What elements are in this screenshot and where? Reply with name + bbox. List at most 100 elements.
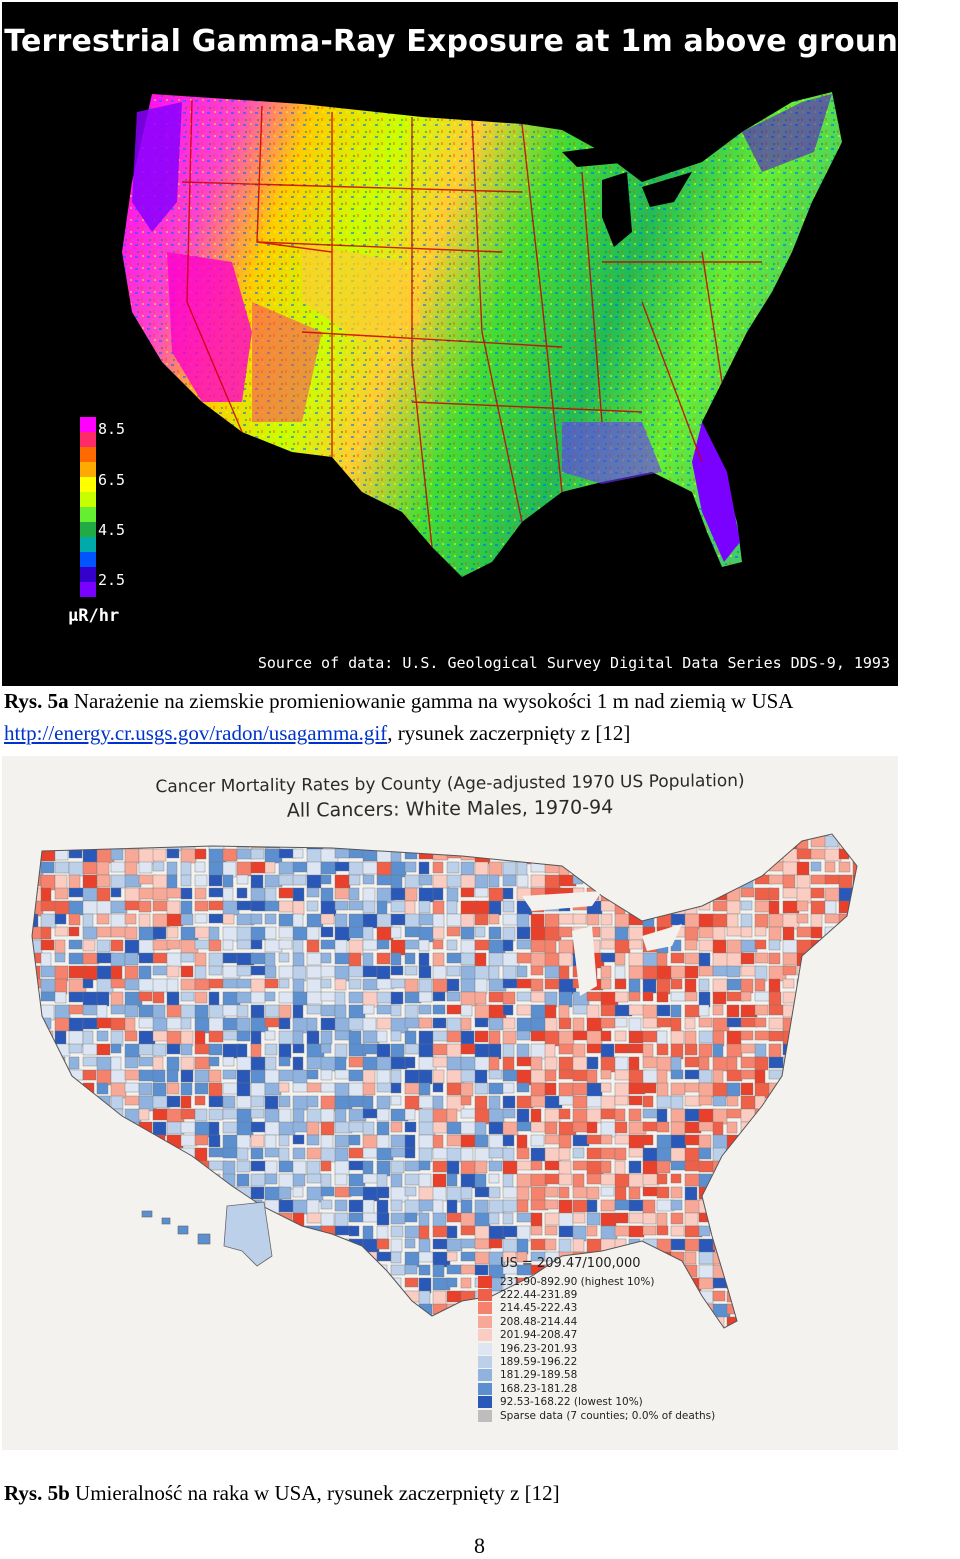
county-cell (278, 965, 294, 979)
county-cell (404, 1134, 416, 1150)
county-cell (726, 978, 743, 991)
gamma-ray-map-figure: Terrestrial Gamma-Ray Exposure at 1m abo… (2, 2, 898, 686)
county-cell (684, 1056, 700, 1068)
county-cell (726, 939, 744, 956)
county-cell (124, 1004, 139, 1018)
county-cell (152, 1108, 169, 1121)
county-cell (320, 835, 332, 848)
county-cell (54, 1316, 67, 1328)
county-cell (236, 1147, 249, 1161)
county-cell (852, 1212, 857, 1229)
county-cell (726, 1069, 743, 1082)
county-cell (54, 926, 69, 937)
county-cell (152, 952, 169, 964)
county-cell (516, 1069, 532, 1086)
county-cell (418, 861, 430, 875)
county-cell (670, 1043, 684, 1060)
county-cell (544, 1017, 558, 1034)
county-cell (222, 1160, 236, 1177)
county-cell (642, 887, 661, 898)
county-cell (54, 1147, 71, 1160)
county-cell (782, 926, 795, 942)
county-cell (810, 1082, 825, 1094)
county-cell (362, 1095, 374, 1112)
county-cell (40, 1134, 57, 1151)
county-cell (180, 1095, 192, 1109)
county-cell (460, 965, 477, 982)
county-cell (348, 1264, 360, 1278)
county-cell (810, 1212, 827, 1228)
county-cell (124, 1316, 142, 1328)
county-cell (32, 978, 43, 989)
county-cell (32, 1160, 43, 1175)
county-cell (264, 978, 279, 989)
county-cell (516, 1173, 532, 1188)
county-cell (754, 1212, 767, 1229)
county-cell (628, 1030, 644, 1044)
county-cell (432, 835, 444, 849)
county-cell (642, 835, 660, 852)
county-cell (404, 1251, 420, 1268)
mortality-legend-row: 168.23-181.28 (478, 1382, 738, 1395)
county-cell (530, 1186, 546, 1203)
county-cell (838, 939, 854, 954)
county-cell (614, 848, 632, 860)
county-cell (418, 1082, 431, 1096)
county-cell (628, 1160, 642, 1174)
county-cell (292, 1134, 305, 1145)
county-cell (698, 1134, 712, 1149)
county-cell (208, 835, 225, 852)
county-cell (194, 1069, 210, 1083)
mortality-legend-swatch (478, 1302, 492, 1315)
county-cell (754, 1303, 769, 1319)
county-cell (488, 848, 505, 860)
county-cell (824, 861, 836, 873)
county-cell (32, 991, 38, 1002)
county-cell (96, 900, 112, 915)
county-cell (418, 874, 433, 886)
county-cell (783, 1330, 793, 1344)
county-cell (264, 1043, 278, 1056)
county-cell (670, 848, 683, 859)
county-cell (670, 1186, 683, 1199)
county-cell (516, 1212, 534, 1223)
county-cell (852, 1030, 857, 1043)
county-cell (404, 1030, 417, 1045)
county-cell (292, 1251, 308, 1263)
legend-tick-6-5: 6.5 (98, 471, 126, 489)
county-cell (68, 1160, 81, 1173)
county-cell (250, 939, 263, 950)
county-cell (334, 965, 350, 982)
county-cell (698, 1121, 715, 1132)
county-cell (628, 1082, 646, 1095)
county-cell (614, 1225, 631, 1237)
county-cell (306, 1160, 321, 1176)
county-cell (264, 1160, 278, 1175)
county-cell (334, 913, 348, 929)
county-cell (250, 1069, 268, 1085)
county-cell (670, 861, 683, 874)
county-cell (209, 1330, 224, 1340)
county-cell (544, 926, 562, 942)
county-cell (32, 1069, 41, 1080)
county-cell (32, 1173, 40, 1187)
usgs-gamma-link[interactable]: http://energy.cr.usgs.gov/radon/usagamma… (4, 721, 388, 745)
county-cell (558, 1199, 573, 1215)
county-cell (404, 991, 422, 1004)
county-cell (810, 848, 828, 860)
county-cell (810, 1173, 822, 1188)
legend-color-step (80, 582, 96, 597)
county-cell (656, 952, 668, 967)
county-cell (782, 1004, 797, 1018)
county-cell (432, 926, 445, 940)
county-cell (68, 1264, 83, 1277)
county-cell (194, 965, 207, 980)
county-cell (754, 952, 769, 964)
county-cell (96, 939, 111, 953)
county-cell (614, 939, 631, 954)
county-cell (741, 1330, 755, 1345)
county-cell (96, 835, 115, 851)
county-cell (810, 1199, 825, 1210)
county-cell (810, 1290, 824, 1301)
county-cell (796, 1212, 809, 1228)
